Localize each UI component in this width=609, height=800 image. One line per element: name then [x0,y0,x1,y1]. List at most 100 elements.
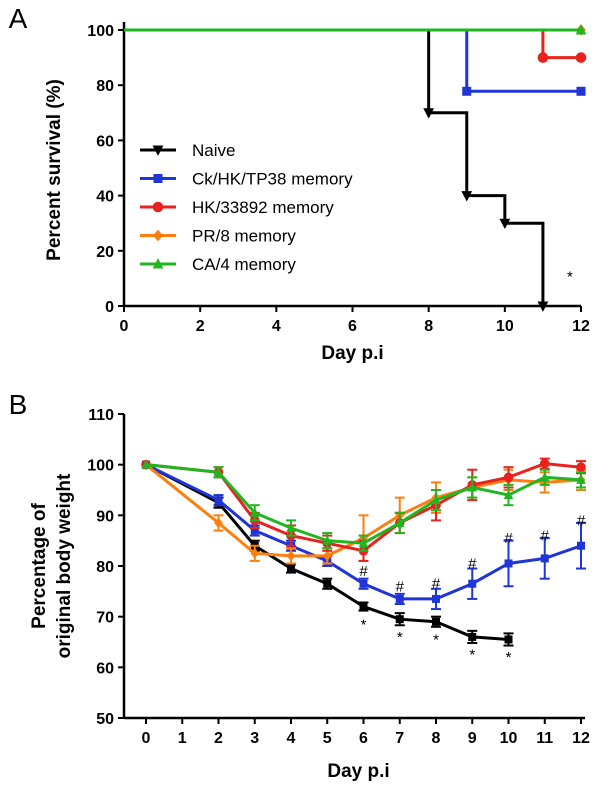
y-tick-label-a: 0 [105,299,114,316]
x-tick-label-b: 2 [214,730,223,747]
y-tick-label-a: 100 [87,23,114,40]
x-tick-label-b: 4 [287,730,296,747]
y-tick-label-b: 70 [96,610,114,627]
annotation-hash: # [577,512,586,529]
point-b-hk [539,458,550,469]
annotation-star: * [469,647,475,664]
point-a-hk [575,52,587,63]
annotation-star: * [433,631,439,648]
series-line-b-naive [145,463,509,641]
y-axis-label-b-line2: original body weight [54,473,75,658]
point-b-ck [250,526,259,535]
point-b-ca [539,472,550,482]
y-tick-label-a: 60 [96,133,114,150]
x-tick-label-a: 0 [120,318,129,335]
x-tick-label-a: 8 [424,318,433,335]
x-tick-label-b: 3 [250,730,259,747]
annotation-hash: # [504,530,513,547]
annotation-hash: # [396,578,405,595]
x-tick-label-b: 5 [323,730,332,747]
x-tick-label-b: 0 [142,730,151,747]
point-b-hk [503,472,514,483]
y-tick-label-b: 110 [88,407,114,424]
series-line-a-naive [124,28,545,306]
point-b-ck [577,541,585,550]
legend-marker-ck [153,174,163,183]
x-tick-label-b: 11 [536,730,553,747]
panel-label-a: A [9,3,28,34]
legend-label-ck: Ck/HK/TP38 memory [192,170,353,189]
annotation-hash: # [359,563,368,580]
y-tick-label-b: 100 [87,458,114,475]
y-tick-label-b: 50 [96,711,114,728]
x-tick-label-b: 1 [178,730,187,747]
point-b-ca [286,522,296,532]
x-axis-label-a: Day p.i [321,343,383,364]
y-tick-label-b: 90 [96,508,114,525]
x-tick-label-b: 6 [359,730,368,747]
point-b-ca [322,535,333,545]
legend-label-pr: PR/8 memory [192,227,296,246]
annotation-star: * [361,616,367,633]
point-a-ck [462,86,472,96]
point-b-ca [431,494,441,505]
point-b-ca [576,474,586,484]
annotation-hash: # [468,555,477,572]
x-tick-label-b: 9 [468,730,477,747]
legend-label-naive: Naive [192,141,235,160]
x-tick-label-a: 10 [496,318,514,335]
point-b-ca [358,538,369,548]
point-b-ck [504,559,513,568]
x-tick-label-a: 12 [572,318,590,335]
point-a-naive [423,108,435,119]
point-b-ck [540,554,549,563]
point-b-naive [504,635,513,644]
point-b-ca [249,507,260,517]
point-b-naive [323,579,332,588]
y-axis-label-b-line1: Percentage of [29,503,50,629]
annotation-star: * [506,649,512,666]
y-tick-label-a: 40 [96,189,114,206]
x-tick-label-a: 2 [196,318,205,335]
point-b-ca [213,467,224,477]
x-tick-label-a: 6 [348,318,357,335]
annotation-a: * [567,268,573,285]
y-tick-label-a: 20 [96,244,114,261]
point-b-ca [503,489,514,500]
point-a-naive [499,218,511,230]
y-tick-label-b: 80 [96,559,114,576]
point-b-naive [287,564,295,573]
series-line-a-hk [124,28,581,60]
legend-marker-naive [152,145,164,156]
point-b-ca [467,482,478,492]
x-tick-label-a: 4 [272,318,281,335]
point-b-ck [214,496,223,505]
annotation-star: * [397,629,403,646]
series-line-a-ck [124,28,581,93]
point-b-ck [432,594,440,603]
point-a-ck [576,86,586,96]
legend-label-ca: CA/4 memory [192,255,296,274]
x-axis-label-b: Day p.i [327,761,389,782]
point-a-naive [461,191,473,202]
annotation-hash: # [432,576,441,593]
series-line-b-ca [145,463,582,545]
x-tick-label-b: 8 [432,730,441,747]
point-b-pr [322,550,332,562]
point-b-pr [250,548,260,559]
series-line-b-hk [145,462,582,553]
legend-marker-pr [153,229,163,242]
point-b-ck [395,594,404,603]
series-line-b-pr [145,463,582,558]
point-a-hk [537,52,549,63]
point-b-ca [141,459,151,469]
y-axis-label-a: Percent survival (%) [44,79,65,261]
x-tick-label-b: 7 [395,730,404,747]
point-a-naive [537,301,549,312]
series-line-b-ck [145,463,582,601]
legend-marker-ca [152,258,164,269]
point-b-pr [214,517,223,529]
survival-chart: A 0 20 40 60 80 100 0 2 4 6 8 10 12 Day p.i Percent sur… [9,3,590,364]
